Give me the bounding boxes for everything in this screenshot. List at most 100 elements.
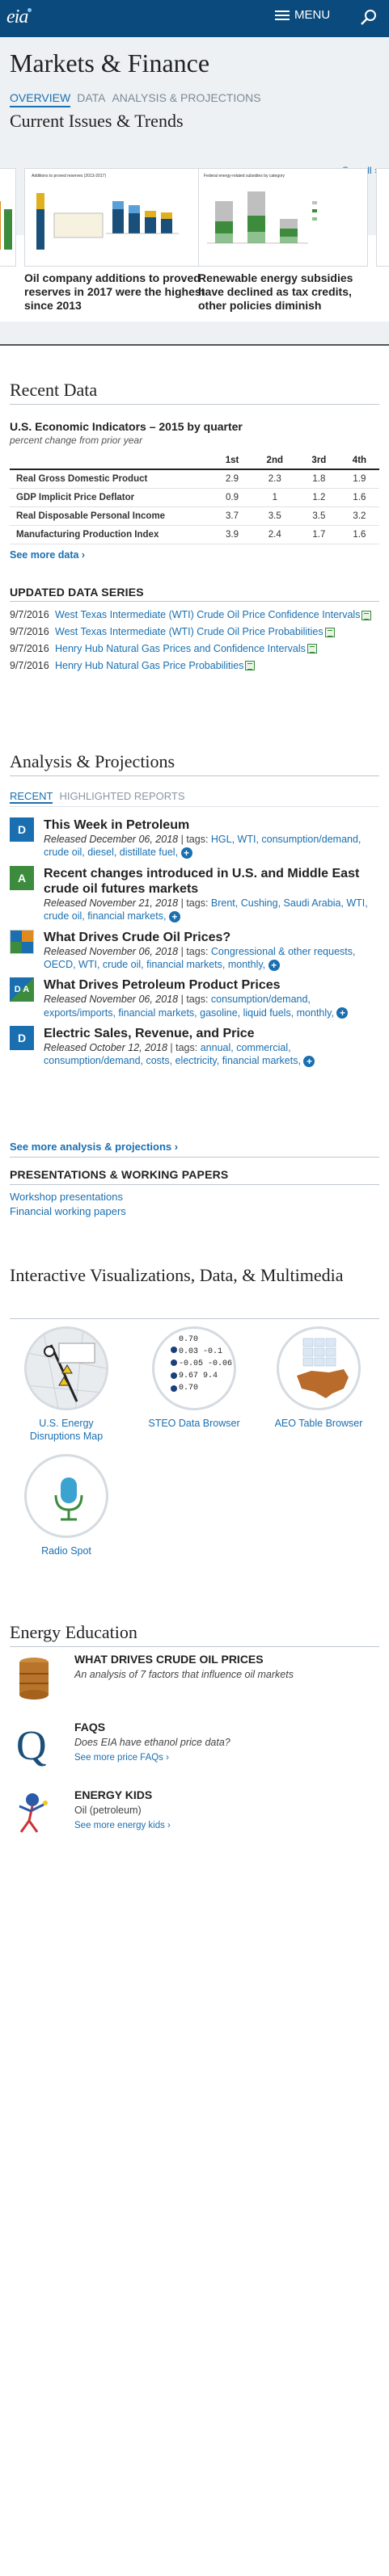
education-title[interactable]: WHAT DRIVES CRUDE OIL PRICES [74, 1653, 264, 1666]
tab-analysis-projections[interactable]: ANALYSIS & PROJECTIONS [112, 91, 261, 104]
education-desc: Does EIA have ethanol price data? [74, 1737, 230, 1748]
issue-card[interactable]: Federal energy-related subsidies by cate… [198, 168, 368, 312]
series-link[interactable]: Henry Hub Natural Gas Prices and Confide… [55, 642, 306, 654]
article-title[interactable]: Electric Sales, Revenue, and Price [44, 1026, 255, 1040]
tab-data[interactable]: DATA [77, 91, 106, 104]
article-tags[interactable]: consumption/demand, exports/imports, fin… [44, 994, 334, 1019]
expand-tags-icon[interactable]: + [268, 959, 280, 971]
multi-type-icon [11, 930, 33, 953]
divider [10, 1646, 379, 1647]
issue-card-prev[interactable] [0, 168, 16, 267]
article-title[interactable]: Recent changes introduced in U.S. and Mi… [44, 866, 360, 896]
table-row: Manufacturing Production Index 3.9 2.4 1… [10, 525, 379, 544]
expand-tags-icon[interactable]: + [168, 911, 180, 923]
indicators-subtitle: percent change from prior year [10, 435, 143, 446]
series-link[interactable]: West Texas Intermediate (WTI) Crude Oil … [55, 609, 361, 620]
analysis-heading: Analysis & Projections [10, 751, 175, 771]
indicators-table: 1st 2nd 3rd 4th Real Gross Domestic Prod… [10, 452, 379, 544]
presentations-heading: PRESENTATIONS & WORKING PAPERS [10, 1168, 229, 1181]
issue-card[interactable]: Additions to proved reserves (2013-2017)… [24, 168, 210, 312]
issue-card-thumb [376, 168, 389, 267]
list-item: 9/7/2016 Henry Hub Natural Gas Prices an… [10, 642, 379, 656]
article-title[interactable]: This Week in Petroleum [44, 818, 190, 832]
expand-tags-icon[interactable]: + [303, 1056, 315, 1068]
map-thumbnail [24, 1326, 108, 1410]
energy-kids-mascot-icon [19, 1793, 48, 1833]
education-desc: Oil (petroleum) [74, 1805, 142, 1816]
microphone-icon [24, 1454, 108, 1538]
viz-label[interactable]: Radio Spot [41, 1545, 91, 1557]
steo-data-browser-tile[interactable]: 0.70 0.03 -0.1 -0.05 -0.06 9.67 9.4 0.70… [146, 1326, 243, 1430]
divider [10, 775, 379, 776]
viz-label[interactable]: STEO Data Browser [148, 1418, 240, 1429]
see-more-energy-kids-link[interactable]: See more energy kids › [74, 1821, 171, 1830]
article-title[interactable]: What Drives Crude Oil Prices? [44, 930, 231, 944]
tab-overview[interactable]: OVERVIEW [10, 91, 71, 107]
tab-highlighted-reports[interactable]: HIGHLIGHTED REPORTS [59, 790, 185, 802]
issue-card-thumb [0, 168, 16, 267]
divider [10, 601, 379, 602]
viz-label[interactable]: AEO Table Browser [274, 1418, 363, 1429]
issues-carousel[interactable]: Additions to proved reserves (2013-2017)… [0, 168, 389, 330]
article-type-badge: A [10, 865, 34, 890]
page-tabs: OVERVIEW DATA ANALYSIS & PROJECTIONS [10, 91, 379, 107]
issue-card-title[interactable]: Oil company additions to proved reserves… [24, 271, 205, 312]
article-type-badge: D A [10, 977, 34, 1002]
spreadsheet-icon[interactable] [324, 627, 335, 637]
financial-working-papers-link[interactable]: Financial working papers [10, 1205, 126, 1217]
current-issues-heading: Current Issues & Trends [10, 111, 184, 131]
column-header: 2nd [251, 452, 298, 470]
article-type-badge: D [10, 1025, 34, 1050]
divider [10, 1318, 379, 1319]
top-bar: eia MENU [0, 0, 389, 37]
issue-card-thumb: Federal energy-related subsidies by cate… [198, 168, 368, 267]
menu-button[interactable]: MENU [275, 8, 330, 22]
article-item: What Drives Crude Oil Prices? Released N… [10, 929, 379, 972]
issue-card-next[interactable] [376, 168, 389, 267]
energy-disruptions-map-tile[interactable]: U.S. Energy Disruptions Map [18, 1326, 115, 1443]
eia-logo[interactable]: eia [6, 6, 32, 28]
expand-tags-icon[interactable]: + [180, 847, 192, 859]
list-item: 9/7/2016 West Texas Intermediate (WTI) C… [10, 625, 379, 639]
issue-card-title[interactable]: Renewable energy subsidies have declined… [198, 271, 353, 312]
education-title[interactable]: FAQS [74, 1721, 106, 1733]
workshop-presentations-link[interactable]: Workshop presentations [10, 1191, 123, 1203]
aeo-table-browser-tile[interactable]: AEO Table Browser [270, 1326, 367, 1430]
radio-spot-tile[interactable]: Radio Spot [18, 1454, 115, 1557]
issue-card-thumb: Additions to proved reserves (2013-2017) [24, 168, 210, 267]
article-type-badge: D [10, 817, 34, 842]
see-more-analysis-link[interactable]: See more analysis & projections › [10, 1141, 179, 1153]
analysis-tabs: RECENT HIGHLIGHTED REPORTS [10, 790, 185, 804]
tab-recent[interactable]: RECENT [10, 790, 53, 804]
search-icon[interactable] [359, 8, 378, 27]
article-tags[interactable]: annual, commercial, consumption/demand, … [44, 1042, 301, 1067]
see-more-faqs-link[interactable]: See more price FAQs › [74, 1753, 169, 1763]
article-tags[interactable]: Congressional & other requests, OECD, WT… [44, 945, 356, 970]
hamburger-icon [275, 10, 290, 20]
svg-text:Additions to proved reserves (: Additions to proved reserves (2013-2017) [32, 174, 106, 179]
divider [10, 806, 379, 807]
article-item: A Recent changes introduced in U.S. and … [10, 865, 379, 923]
spreadsheet-icon[interactable] [362, 610, 372, 620]
see-more-data-link[interactable]: See more data › [10, 549, 86, 561]
education-item: WHAT DRIVES CRUDE OIL PRICES An analysis… [10, 1653, 379, 1701]
article-title[interactable]: What Drives Petroleum Product Prices [44, 978, 281, 993]
spreadsheet-icon[interactable] [245, 661, 256, 671]
analysis-list: D This Week in Petroleum Released Decemb… [10, 817, 379, 1074]
education-desc: An analysis of 7 factors that influence … [74, 1669, 294, 1680]
article-tags[interactable]: Brent, Cushing, Saudi Arabia, WTI, crude… [44, 897, 368, 922]
spreadsheet-icon[interactable] [307, 644, 317, 654]
divider [10, 1184, 379, 1185]
education-title[interactable]: ENERGY KIDS [74, 1788, 153, 1801]
expand-tags-icon[interactable]: + [336, 1007, 349, 1019]
oil-barrel-icon [19, 1658, 49, 1700]
article-tags[interactable]: HGL, WTI, consumption/demand, crude oil,… [44, 834, 362, 859]
divider [10, 404, 379, 405]
article-item: D This Week in Petroleum Released Decemb… [10, 817, 379, 859]
series-link[interactable]: Henry Hub Natural Gas Price Probabilitie… [55, 659, 244, 671]
list-item: 9/7/2016 Henry Hub Natural Gas Price Pro… [10, 659, 379, 673]
series-link[interactable]: West Texas Intermediate (WTI) Crude Oil … [55, 625, 323, 637]
menu-label: MENU [294, 8, 331, 22]
viz-label[interactable]: U.S. Energy Disruptions Map [29, 1418, 104, 1443]
column-header: 3rd [298, 452, 340, 470]
